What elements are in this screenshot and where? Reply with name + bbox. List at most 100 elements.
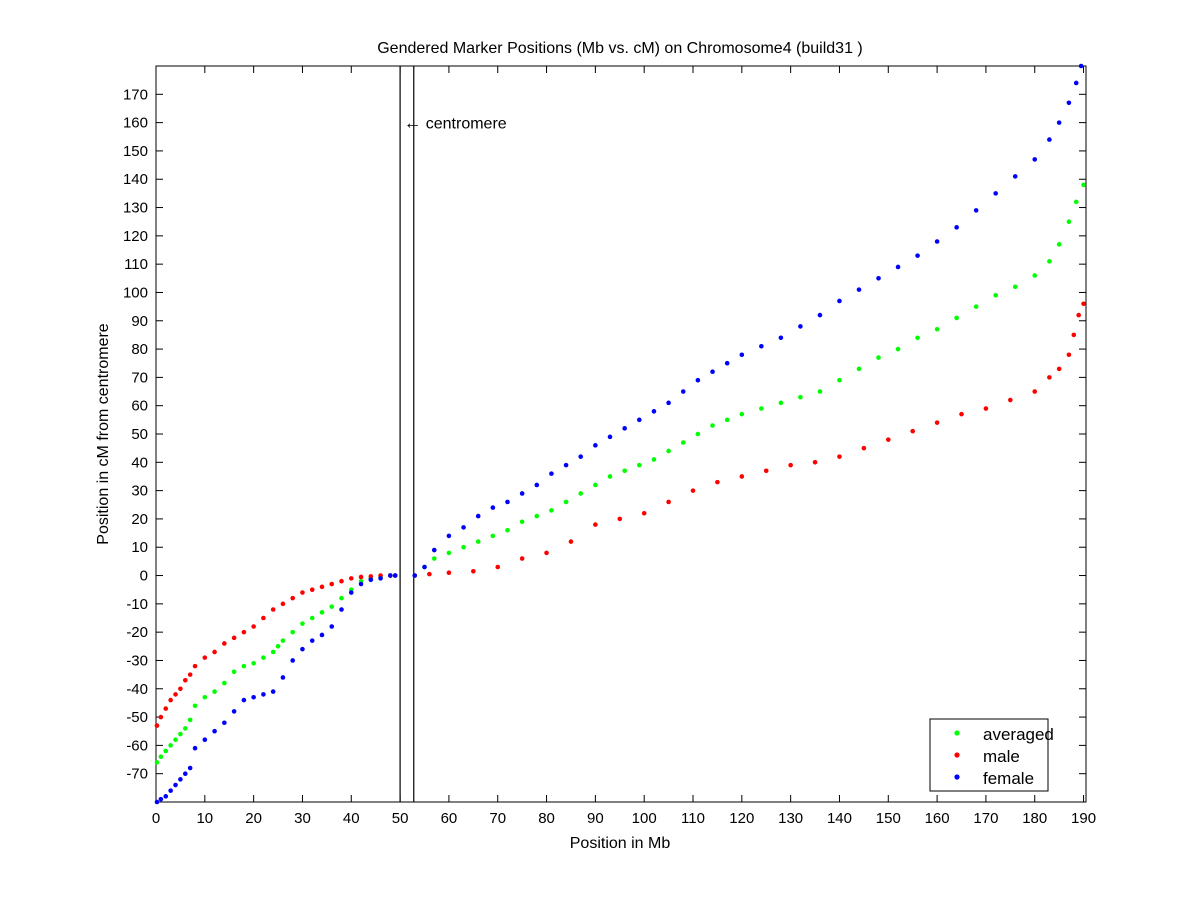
axes-box bbox=[155, 65, 1087, 803]
point-male bbox=[329, 581, 335, 587]
data-points bbox=[154, 63, 1086, 805]
point-averaged bbox=[993, 292, 998, 298]
point-male bbox=[1032, 389, 1038, 394]
point-female bbox=[856, 287, 862, 292]
point-averaged bbox=[593, 482, 598, 488]
point-averaged bbox=[251, 660, 256, 666]
point-male bbox=[319, 584, 325, 590]
x-tick-label: 0 bbox=[152, 810, 160, 827]
y-tick-label: 0 bbox=[140, 568, 148, 585]
x-tick-label: 180 bbox=[1022, 810, 1047, 827]
point-male bbox=[251, 624, 256, 629]
legend-marker-male bbox=[954, 752, 960, 758]
point-male bbox=[339, 578, 344, 584]
y-tick-label: -20 bbox=[126, 624, 148, 641]
point-female bbox=[388, 573, 393, 578]
point-female bbox=[168, 788, 173, 793]
point-male bbox=[544, 550, 549, 556]
point-female bbox=[187, 765, 193, 771]
point-female bbox=[637, 417, 642, 423]
point-female bbox=[158, 796, 164, 802]
point-male bbox=[427, 571, 432, 577]
point-male bbox=[568, 539, 574, 544]
point-female bbox=[817, 312, 823, 318]
point-averaged bbox=[651, 457, 657, 462]
point-averaged bbox=[154, 760, 160, 765]
point-averaged bbox=[519, 519, 525, 525]
point-male bbox=[241, 629, 247, 635]
point-averaged bbox=[1073, 199, 1079, 205]
point-male bbox=[270, 607, 276, 612]
point-averaged bbox=[1012, 284, 1018, 290]
point-averaged bbox=[973, 304, 979, 309]
x-tick-label: 60 bbox=[441, 810, 458, 827]
point-female bbox=[154, 799, 160, 805]
point-averaged bbox=[300, 621, 305, 626]
y-tick-label: -40 bbox=[126, 681, 148, 698]
point-male bbox=[617, 516, 623, 522]
point-averaged bbox=[798, 394, 803, 400]
point-female bbox=[593, 443, 598, 448]
point-male bbox=[763, 468, 769, 474]
y-tick-label: 130 bbox=[123, 200, 148, 217]
point-male bbox=[192, 663, 198, 669]
point-female bbox=[461, 525, 466, 530]
point-male bbox=[187, 672, 193, 677]
point-averaged bbox=[446, 550, 452, 556]
point-averaged bbox=[329, 604, 335, 609]
point-male bbox=[163, 706, 169, 711]
legend-label-female: female bbox=[983, 769, 1034, 788]
point-female bbox=[724, 360, 730, 366]
point-female bbox=[241, 697, 247, 703]
point-female bbox=[895, 264, 901, 270]
point-female bbox=[422, 564, 427, 570]
point-averaged bbox=[339, 595, 344, 601]
x-tick-label: 40 bbox=[343, 810, 360, 827]
point-male bbox=[1066, 352, 1072, 358]
point-averaged bbox=[1056, 242, 1062, 247]
point-female bbox=[490, 505, 496, 510]
y-tick-label: 30 bbox=[131, 483, 148, 500]
point-averaged bbox=[270, 649, 276, 655]
x-tick-label: 170 bbox=[973, 810, 998, 827]
legend-box bbox=[929, 718, 1049, 792]
y-tick-label: -70 bbox=[126, 766, 148, 783]
point-male bbox=[983, 406, 989, 411]
point-female bbox=[309, 638, 315, 643]
point-female bbox=[695, 377, 701, 383]
x-tick-label: 150 bbox=[876, 810, 901, 827]
x-tick-label: 190 bbox=[1071, 810, 1096, 827]
point-female bbox=[680, 389, 686, 394]
point-male bbox=[154, 723, 160, 728]
point-averaged bbox=[168, 743, 173, 748]
point-averaged bbox=[187, 717, 193, 723]
point-averaged bbox=[490, 533, 496, 539]
legend-items: averaged male female bbox=[954, 725, 1054, 788]
point-female bbox=[231, 709, 237, 714]
x-tick-label: 130 bbox=[778, 810, 803, 827]
point-averaged bbox=[817, 389, 823, 394]
x-tick-label: 10 bbox=[196, 810, 213, 827]
point-female bbox=[222, 720, 227, 726]
point-male bbox=[348, 576, 354, 581]
point-male bbox=[1081, 301, 1086, 307]
point-male bbox=[261, 615, 266, 621]
point-female bbox=[934, 239, 940, 244]
point-averaged bbox=[1066, 219, 1072, 224]
point-averaged bbox=[192, 703, 198, 709]
point-averaged bbox=[563, 499, 569, 505]
point-female bbox=[1078, 63, 1084, 69]
point-male bbox=[358, 574, 364, 580]
y-tick-label: 140 bbox=[123, 171, 148, 188]
point-female bbox=[251, 694, 256, 700]
point-male bbox=[1056, 366, 1062, 372]
point-female bbox=[739, 352, 745, 358]
y-tick-label: 120 bbox=[123, 228, 148, 245]
point-averaged bbox=[222, 680, 227, 686]
point-female bbox=[563, 462, 569, 468]
point-female bbox=[1066, 100, 1072, 106]
point-averaged bbox=[549, 508, 554, 513]
point-female bbox=[1012, 174, 1018, 179]
point-averaged bbox=[231, 669, 237, 675]
